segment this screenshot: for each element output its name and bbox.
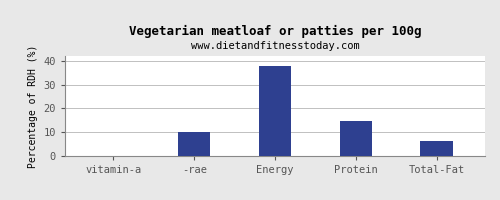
Bar bbox=[420, 141, 452, 156]
Text: www.dietandfitnesstoday.com: www.dietandfitnesstoday.com bbox=[190, 41, 360, 51]
Text: Vegetarian meatloaf or patties per 100g: Vegetarian meatloaf or patties per 100g bbox=[129, 25, 421, 38]
Bar bbox=[178, 132, 210, 156]
Bar bbox=[340, 121, 372, 156]
Bar bbox=[259, 66, 291, 156]
Y-axis label: Percentage of RDH (%): Percentage of RDH (%) bbox=[28, 44, 38, 168]
